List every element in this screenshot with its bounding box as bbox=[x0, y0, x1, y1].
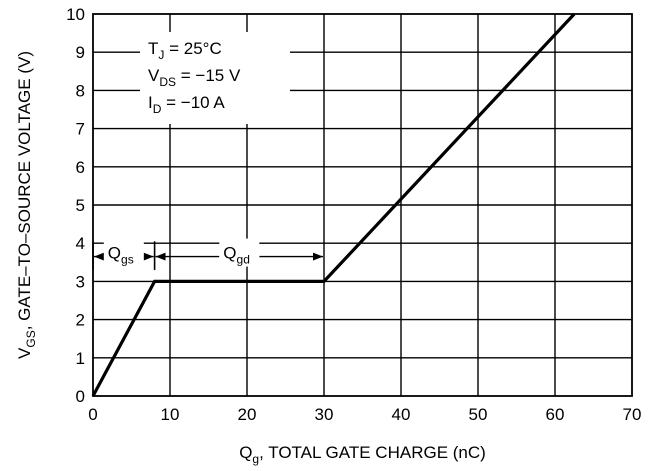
condition-line-rest: = −10 A bbox=[161, 93, 225, 112]
x-tick-label: 50 bbox=[469, 405, 488, 424]
y-tick-label: 3 bbox=[76, 272, 85, 291]
x-tick-label: 70 bbox=[623, 405, 642, 424]
condition-line-main: V bbox=[148, 66, 160, 85]
y-tick-label: 8 bbox=[76, 81, 85, 100]
x-tick-label: 20 bbox=[238, 405, 257, 424]
x-axis-title-main: Q bbox=[239, 443, 252, 462]
y-axis-title-sub: GS bbox=[24, 330, 38, 347]
y-tick-label: 9 bbox=[76, 43, 85, 62]
annotation-gd-label-main: Q bbox=[223, 244, 236, 263]
y-axis-title-rest: , GATE–TO–SOURCE VOLTAGE (V) bbox=[15, 51, 34, 330]
x-axis-title-sub: g bbox=[252, 452, 259, 466]
y-tick-label: 1 bbox=[76, 349, 85, 368]
y-axis-title: VGS, GATE–TO–SOURCE VOLTAGE (V) bbox=[15, 51, 38, 359]
x-tick-label: 60 bbox=[546, 405, 565, 424]
x-axis-title: Qg, TOTAL GATE CHARGE (nC) bbox=[239, 443, 486, 466]
annotation-gs-label-sub: gs bbox=[121, 253, 134, 267]
annotation-gd-label-sub: gd bbox=[237, 253, 250, 267]
annotation-gs-label-main: Q bbox=[108, 244, 121, 263]
condition-line-rest: = −15 V bbox=[176, 66, 241, 85]
y-tick-label: 6 bbox=[76, 158, 85, 177]
y-tick-label: 10 bbox=[66, 5, 85, 24]
condition-line-rest: = 25°C bbox=[164, 39, 221, 58]
y-tick-label: 4 bbox=[76, 234, 85, 253]
x-tick-label: 0 bbox=[88, 405, 97, 424]
y-tick-label: 2 bbox=[76, 311, 85, 330]
x-tick-label: 40 bbox=[392, 405, 411, 424]
x-tick-label: 10 bbox=[161, 405, 180, 424]
x-tick-label: 30 bbox=[315, 405, 334, 424]
condition-line-sub: DS bbox=[159, 75, 176, 89]
y-axis-title-main: V bbox=[15, 347, 34, 359]
condition-line-main: T bbox=[148, 39, 158, 58]
y-tick-label: 7 bbox=[76, 120, 85, 139]
y-tick-label: 5 bbox=[76, 196, 85, 215]
y-tick-label: 0 bbox=[76, 387, 85, 406]
condition-line-sub: D bbox=[153, 102, 162, 116]
x-axis-title-rest: , TOTAL GATE CHARGE (nC) bbox=[259, 443, 486, 462]
